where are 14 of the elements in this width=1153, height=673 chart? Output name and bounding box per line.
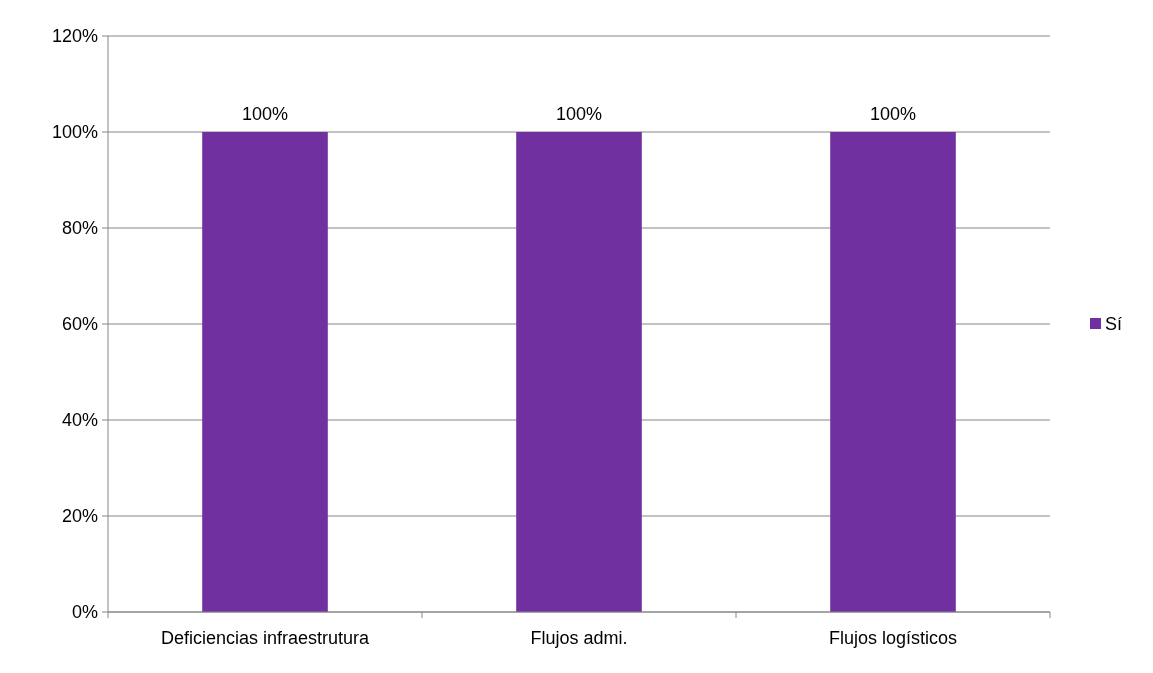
y-tick-label: 60% (61, 314, 98, 335)
x-tick-label: Deficiencias infraestrutura (160, 628, 371, 648)
y-tick-label: 120% (51, 26, 98, 47)
y-tick-label: 0% (71, 602, 98, 623)
y-tick-label: 40% (61, 410, 98, 431)
y-tick-label: 20% (61, 506, 98, 527)
y-tick-label: 80% (61, 218, 98, 239)
data-label: 100% (241, 104, 289, 124)
data-label: 100% (869, 104, 917, 124)
x-tick-label: Flujos logísticos (828, 628, 958, 648)
legend-label: Sí (1105, 314, 1123, 335)
x-tick-label: Flujos admi. (530, 628, 628, 648)
data-label: 100% (555, 104, 603, 124)
y-tick-label: 100% (51, 122, 98, 143)
